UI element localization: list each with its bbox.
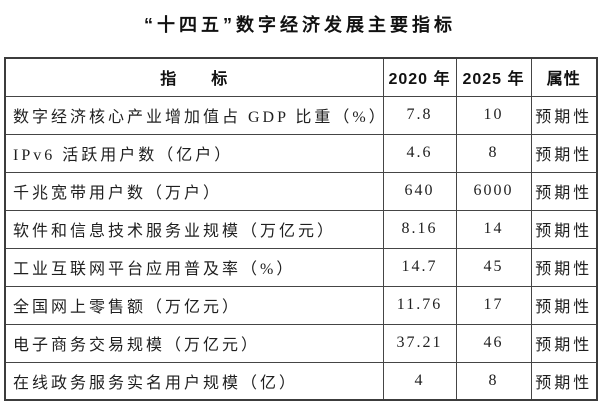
table-row: IPv6 活跃用户数（亿户） 4.6 8 预期性 — [4, 133, 598, 173]
value-2025-cell: 14 — [455, 209, 532, 249]
value-2020-cell: 37.21 — [382, 323, 457, 363]
table-row: 数字经济核心产业增加值占 GDP 比重（%） 7.8 10 预期性 — [4, 95, 598, 135]
value-2020-cell: 14.7 — [382, 247, 457, 287]
value-2025-cell: 6000 — [455, 171, 532, 211]
value-2025-cell: 45 — [455, 247, 532, 287]
attribute-cell: 预期性 — [530, 171, 598, 211]
attribute-cell: 预期性 — [530, 323, 598, 363]
value-2020-cell: 8.16 — [382, 209, 457, 249]
table-row: 电子商务交易规模（万亿元） 37.21 46 预期性 — [4, 323, 598, 363]
page-title: “十四五”数字经济发展主要指标 — [144, 15, 456, 35]
indicator-cell: 电子商务交易规模（万亿元） — [4, 323, 384, 363]
value-2020-cell: 7.8 — [382, 95, 457, 135]
indicator-cell: 软件和信息技术服务业规模（万亿元） — [4, 209, 384, 249]
value-2020-cell: 4 — [382, 361, 457, 401]
attribute-cell: 预期性 — [530, 285, 598, 325]
value-2020-cell: 11.76 — [382, 285, 457, 325]
indicator-cell: 工业互联网平台应用普及率（%） — [4, 247, 384, 287]
attribute-cell: 预期性 — [530, 247, 598, 287]
table-header: 指 标 2020 年 2025 年 属性 — [4, 57, 598, 97]
attribute-cell: 预期性 — [530, 95, 598, 135]
document-page: “十四五”数字经济发展主要指标 指 标 2020 年 2025 年 属性 数字经… — [0, 12, 600, 405]
header-year-2020: 2020 年 — [382, 57, 457, 97]
value-2025-cell: 17 — [455, 285, 532, 325]
indicator-cell: 在线政务服务实名用户规模（亿） — [4, 361, 384, 401]
attribute-cell: 预期性 — [530, 209, 598, 249]
table-row: 千兆宽带用户数（万户） 640 6000 预期性 — [4, 171, 598, 211]
table-row: 工业互联网平台应用普及率（%） 14.7 45 预期性 — [4, 247, 598, 287]
table-row: 全国网上零售额（万亿元） 11.76 17 预期性 — [4, 285, 598, 325]
indicator-cell: 数字经济核心产业增加值占 GDP 比重（%） — [4, 95, 384, 135]
header-attribute: 属性 — [530, 57, 598, 97]
indicator-cell: 全国网上零售额（万亿元） — [4, 285, 384, 325]
indicator-cell: 千兆宽带用户数（万户） — [4, 171, 384, 211]
indicators-table: 指 标 2020 年 2025 年 属性 数字经济核心产业增加值占 GDP 比重… — [4, 57, 598, 401]
table-row: 软件和信息技术服务业规模（万亿元） 8.16 14 预期性 — [4, 209, 598, 249]
value-2020-cell: 4.6 — [382, 133, 457, 173]
table-row: 在线政务服务实名用户规模（亿） 4 8 预期性 — [4, 361, 598, 401]
table-body: 数字经济核心产业增加值占 GDP 比重（%） 7.8 10 预期性 IPv6 活… — [4, 95, 598, 401]
value-2020-cell: 640 — [382, 171, 457, 211]
value-2025-cell: 8 — [455, 361, 532, 401]
indicator-cell: IPv6 活跃用户数（亿户） — [4, 133, 384, 173]
value-2025-cell: 10 — [455, 95, 532, 135]
value-2025-cell: 8 — [455, 133, 532, 173]
attribute-cell: 预期性 — [530, 361, 598, 401]
header-row: 指 标 2020 年 2025 年 属性 — [4, 57, 598, 97]
header-indicator: 指 标 — [4, 57, 384, 97]
header-year-2025: 2025 年 — [455, 57, 532, 97]
value-2025-cell: 46 — [455, 323, 532, 363]
attribute-cell: 预期性 — [530, 133, 598, 173]
